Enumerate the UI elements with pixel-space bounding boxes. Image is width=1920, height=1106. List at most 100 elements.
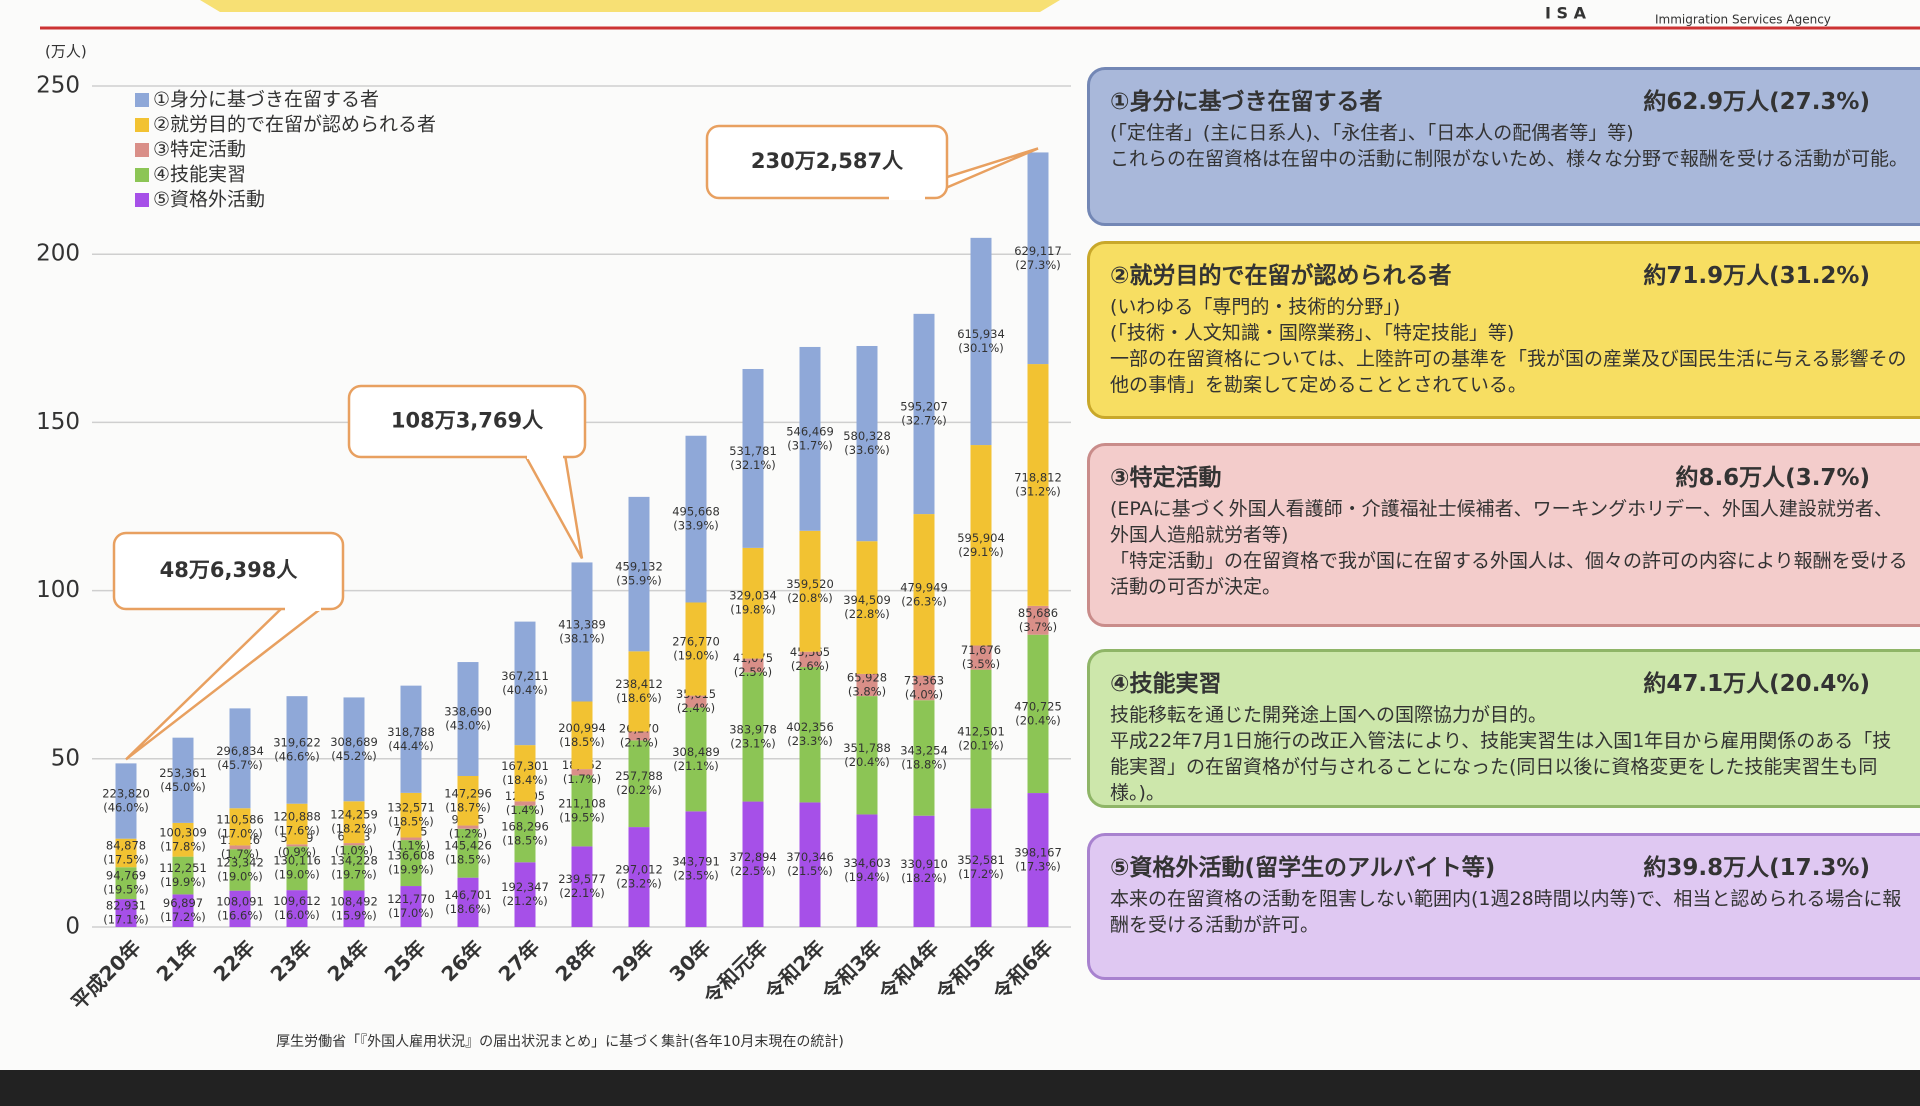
bar-segment (685, 707, 707, 812)
info-panel: ⑤資格外活動(留学生のアルバイト等) 約39.8万人(17.3%) 本来の在留資格の… (1087, 833, 1920, 980)
legend-swatch (135, 143, 149, 157)
panel-amount: 約8.6万人(3.7%) (1675, 465, 1870, 491)
data-label: 108,492 (330, 894, 378, 908)
data-label: 71,676 (961, 643, 1001, 657)
callout-text: 108万3,769人 (391, 409, 543, 433)
data-label: 108,091 (216, 894, 264, 908)
panel-text: 一部の在留資格については、上陸許可の基準を「我が国の産業及び国民生活に与える影響… (1110, 348, 1907, 396)
data-share-label: (26.3%) (901, 594, 947, 608)
data-share-label: (21.2%) (502, 894, 548, 908)
data-label: 65,928 (847, 671, 887, 685)
bar-segment (856, 696, 878, 815)
y-tick-label: 100 (36, 577, 80, 603)
data-share-label: (1.1%) (392, 838, 430, 852)
bar-segment (913, 815, 935, 927)
panel-text: 技能移転を通じた開発途上国への国際協力が目的。 (1110, 704, 1548, 726)
data-share-label: (20.1%) (958, 739, 1004, 753)
bar-segment (856, 345, 878, 542)
data-label: 546,469 (786, 424, 834, 438)
data-share-label: (19.9%) (160, 875, 206, 889)
bar-segment (172, 822, 194, 857)
data-share-label: (1.0%) (335, 844, 373, 858)
bar-segment (400, 792, 422, 838)
data-share-label: (18.8%) (901, 757, 947, 771)
bar-segment (172, 856, 194, 895)
data-share-label: (19.5%) (103, 883, 149, 897)
bar-segment (742, 368, 764, 548)
callout-mask (285, 603, 321, 611)
data-share-label: (18.7%) (445, 800, 491, 814)
data-share-label: (2.1%) (620, 735, 658, 749)
data-label: 531,781 (729, 444, 777, 458)
data-share-label: (45.0%) (160, 780, 206, 794)
panel-amount: 約62.9万人(27.3%) (1643, 89, 1870, 115)
agency-en: Immigration Services Agency (1655, 13, 1831, 27)
bar-segment (856, 673, 878, 697)
data-label: 276,770 (672, 635, 720, 649)
data-share-label: (0.9%) (278, 845, 316, 859)
y-tick-label: 50 (51, 745, 80, 771)
bar-segment (628, 827, 650, 927)
info-panel: ①身分に基づき在留する者 約62.9万人(27.3%) (「定住者」(主に日系人)、… (1087, 67, 1920, 226)
data-label: 413,389 (558, 617, 606, 631)
panel-text: (いわゆる「専門的・技術的分野」) (1110, 296, 1401, 318)
bar-segment (115, 867, 137, 900)
data-label: 329,034 (729, 589, 777, 603)
panel-text: (「定住者」(主に日系人)、「永住者」、「日本人の配偶者等」等) (1110, 122, 1634, 144)
data-share-label: (23.5%) (673, 869, 719, 883)
data-share-label: (19.0%) (217, 869, 263, 883)
data-label: 470,725 (1014, 699, 1062, 713)
bar-segment (1027, 605, 1049, 635)
data-share-label: (20.4%) (1015, 713, 1061, 727)
bar-segment (799, 667, 821, 803)
bar-segment (742, 801, 764, 927)
data-share-label: (15.9%) (331, 908, 377, 922)
bar-segment (628, 496, 650, 652)
data-share-label: (19.9%) (388, 863, 434, 877)
data-share-label: (21.5%) (787, 864, 833, 878)
bar-segment (856, 541, 878, 674)
bar-segment (856, 814, 878, 927)
bar-segment (799, 802, 821, 927)
data-share-label: (2.4%) (677, 701, 715, 715)
data-label: 352,581 (957, 853, 1005, 867)
data-share-label: (18.2%) (901, 871, 947, 885)
data-label: 351,788 (843, 741, 891, 755)
bar-segment (970, 645, 992, 670)
bar-segment (514, 801, 536, 806)
data-share-label: (3.7%) (1019, 620, 1057, 634)
data-label: 330,910 (900, 857, 948, 871)
panel-header: ⑤資格外活動(留学生のアルバイト等) 約39.8万人(17.3%) (1110, 848, 1870, 882)
bar-segment (514, 862, 536, 927)
data-label: 383,978 (729, 722, 777, 736)
bar-segment (970, 669, 992, 809)
bar-segment (172, 737, 194, 823)
legend-swatch (135, 118, 149, 132)
bar-segment (685, 811, 707, 927)
data-share-label: (38.1%) (559, 631, 605, 645)
panel-title: ③特定活動 (1110, 465, 1222, 491)
info-panel: ②就労目的で在留が認められる者 約71.9万人(31.2%) (いわゆる「専門的・技… (1087, 241, 1920, 419)
data-share-label: (18.5%) (445, 853, 491, 867)
data-share-label: (17.0%) (217, 826, 263, 840)
data-share-label: (33.6%) (844, 443, 890, 457)
y-unit: (万人) (45, 43, 87, 61)
panel-text: 平成22年7月1日施行の改正入管法により、技能実習生は入国1年目から雇用関係のあ… (1110, 730, 1892, 804)
data-label: 73,363 (904, 673, 944, 687)
data-label: 308,489 (672, 745, 720, 759)
data-label: 318,788 (387, 725, 435, 739)
data-share-label: (16.0%) (274, 908, 320, 922)
bar-segment (628, 740, 650, 828)
data-share-label: (3.5%) (962, 657, 1000, 671)
data-share-label: (32.1%) (730, 458, 776, 472)
y-tick-label: 0 (65, 914, 80, 940)
data-label: 296,834 (216, 744, 264, 758)
bar-segment (286, 844, 308, 847)
data-share-label: (18.5%) (559, 735, 605, 749)
data-share-label: (17.5%) (103, 852, 149, 866)
callout-mask (527, 451, 563, 459)
bar-segment (229, 849, 251, 891)
bar-segment (571, 769, 593, 776)
panel-header: ①身分に基づき在留する者 約62.9万人(27.3%) (1110, 82, 1870, 116)
panel-text: 本来の在留資格の活動を阻害しない範囲内(1週28時間以内等)で、相当と認められる… (1110, 888, 1902, 936)
